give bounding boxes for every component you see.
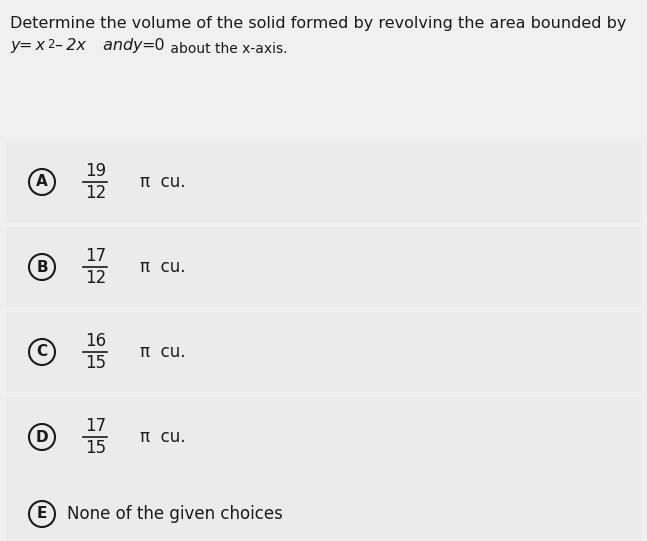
Text: 17: 17	[85, 247, 106, 265]
Text: =0: =0	[141, 38, 164, 53]
Text: 12: 12	[85, 269, 106, 287]
Text: 15: 15	[85, 439, 106, 457]
FancyBboxPatch shape	[6, 142, 641, 222]
FancyBboxPatch shape	[6, 474, 641, 541]
Text: None of the given choices: None of the given choices	[67, 505, 283, 523]
Text: π  cu.: π cu.	[140, 428, 186, 446]
Text: – 2x: – 2x	[55, 38, 86, 53]
Text: 17: 17	[85, 417, 106, 435]
Text: C: C	[36, 345, 48, 360]
Text: 16: 16	[85, 332, 106, 350]
Text: π  cu.: π cu.	[140, 173, 186, 191]
Text: 15: 15	[85, 354, 106, 372]
Text: D: D	[36, 430, 49, 445]
FancyBboxPatch shape	[6, 227, 641, 307]
Text: π  cu.: π cu.	[140, 343, 186, 361]
Text: about the x-axis.: about the x-axis.	[166, 42, 287, 56]
FancyBboxPatch shape	[6, 397, 641, 477]
Text: and: and	[98, 38, 138, 53]
Text: y: y	[10, 38, 19, 53]
Text: 12: 12	[85, 184, 106, 202]
Text: = x: = x	[19, 38, 45, 53]
Text: y: y	[132, 38, 142, 53]
Text: Determine the volume of the solid formed by revolving the area bounded by: Determine the volume of the solid formed…	[10, 16, 626, 31]
FancyBboxPatch shape	[6, 312, 641, 392]
Text: A: A	[36, 175, 48, 189]
Text: B: B	[36, 260, 48, 274]
Text: 19: 19	[85, 162, 106, 180]
Text: E: E	[37, 506, 47, 522]
Text: π  cu.: π cu.	[140, 258, 186, 276]
Text: 2: 2	[47, 38, 54, 51]
